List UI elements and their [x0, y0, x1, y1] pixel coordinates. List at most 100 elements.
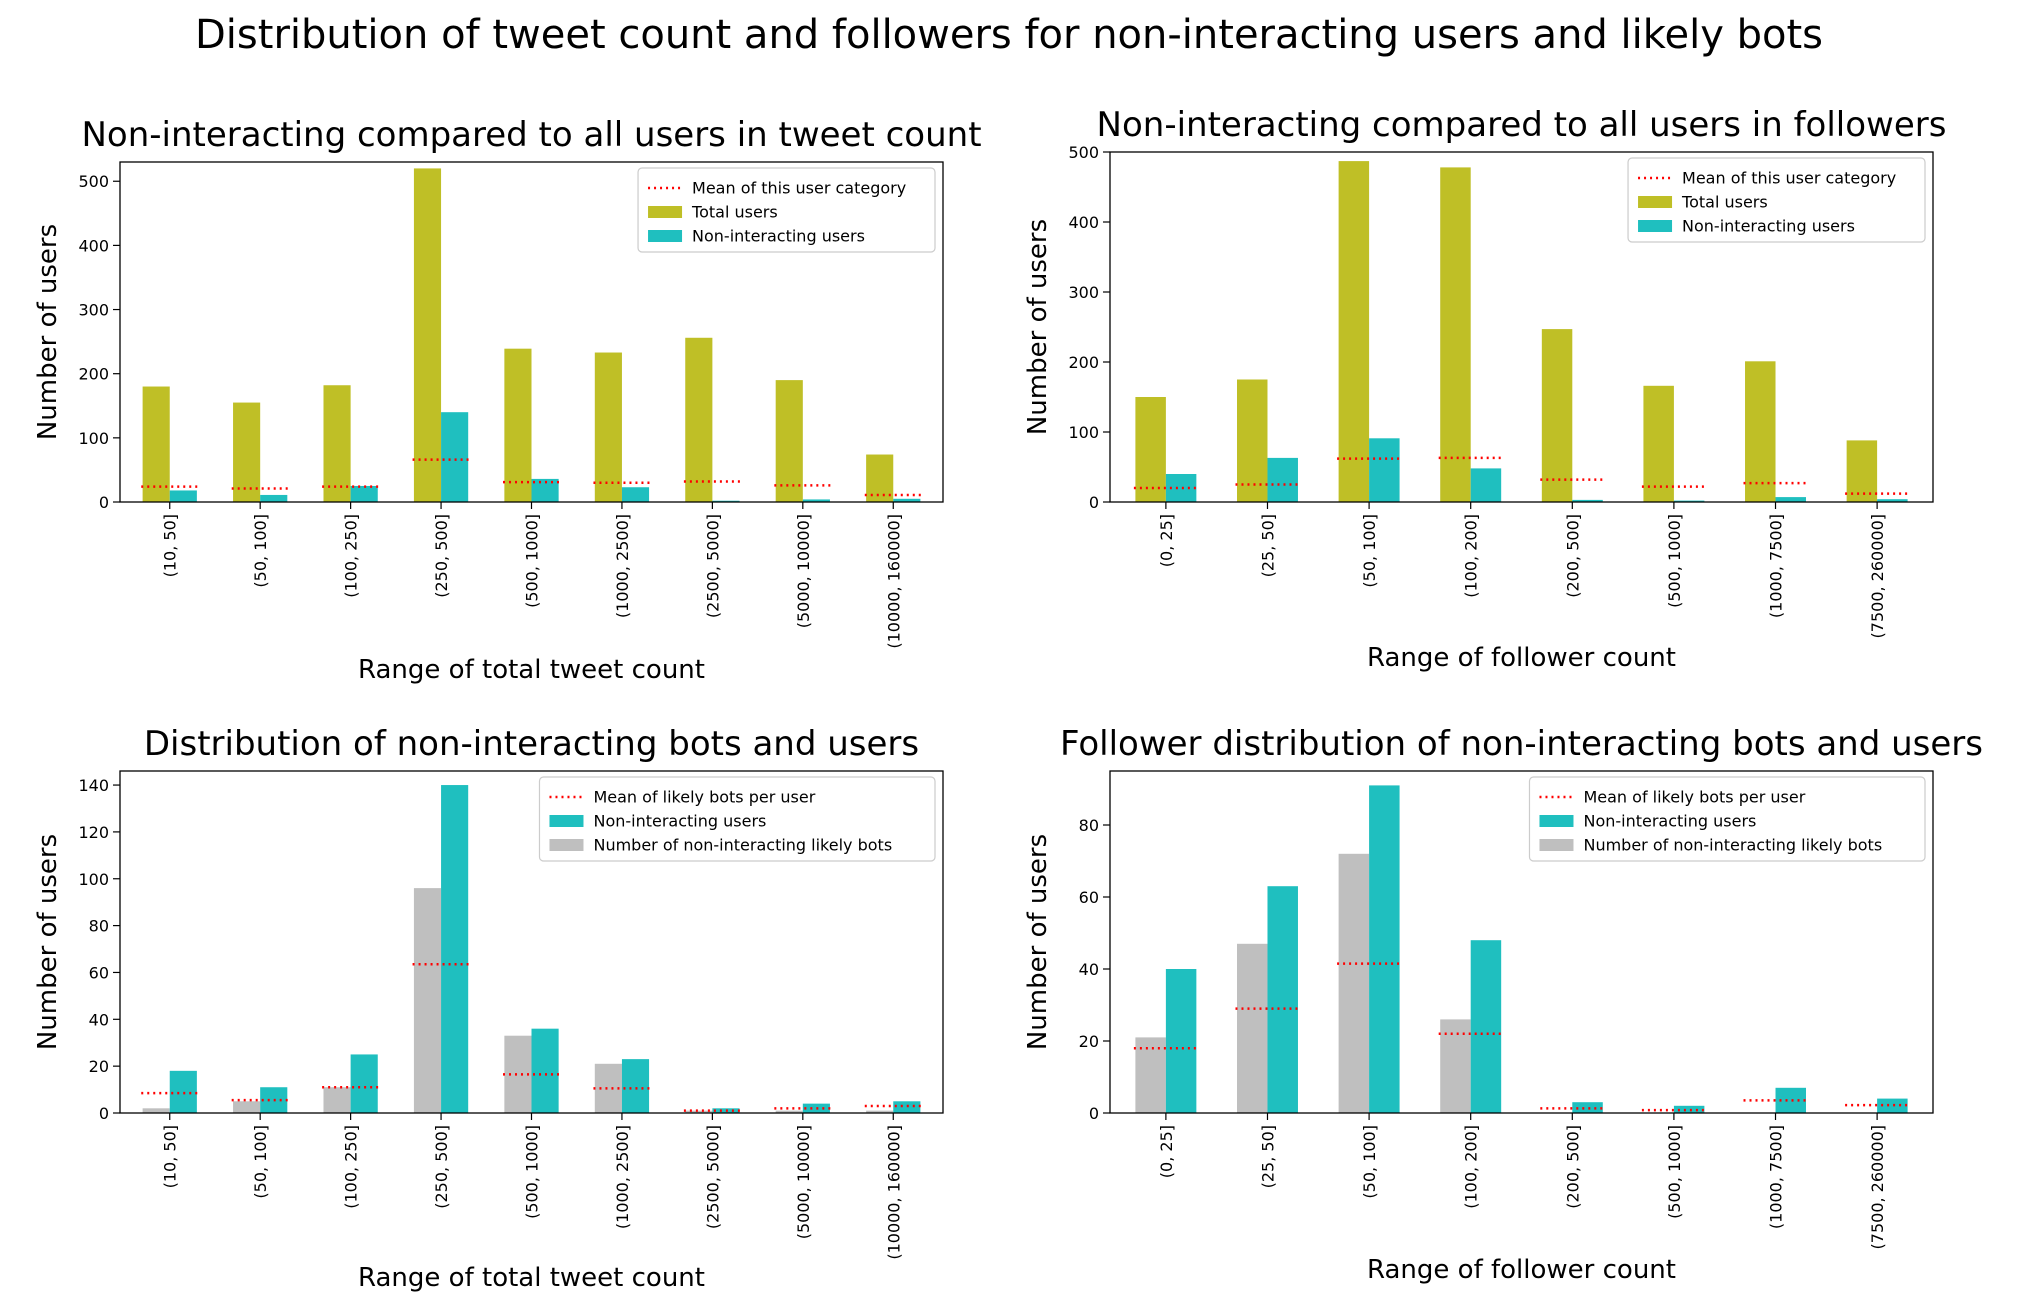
y-tick-label: 140 [78, 776, 109, 795]
y-tick-label: 80 [1079, 816, 1099, 835]
chart-tweet-bots: Distribution of non-interacting bots and… [33, 724, 944, 1293]
x-tick-label: (10, 50] [161, 1125, 180, 1188]
y-tick-label: 400 [1068, 213, 1099, 232]
x-tick-label: (0, 25] [1157, 514, 1176, 567]
legend-label-mean-of-this-user-category: Mean of this user category [692, 179, 906, 198]
bar-total-users-6 [1745, 361, 1776, 502]
chart-followers-bots: Follower distribution of non-interacting… [1023, 724, 1983, 1285]
x-axis-label: Range of follower count [1367, 643, 1676, 673]
bar-non-interacting-users-3 [441, 412, 469, 502]
x-axis-label: Range of total tweet count [358, 655, 705, 685]
x-tick-label: (1000, 2500] [613, 1125, 632, 1229]
x-tick-label: (50, 100] [1360, 1125, 1379, 1199]
legend-label-mean-of-likely-bots-per-user: Mean of likely bots per user [1583, 788, 1805, 807]
bar-non-interacting-users-4 [1572, 1102, 1603, 1113]
plot-frame [1109, 151, 1934, 503]
y-axis-label: Number of users [1023, 834, 1053, 1050]
x-tick-label: (2500, 5000] [703, 1125, 722, 1229]
bar-total-users-1 [233, 402, 261, 502]
x-tick-label: (1000, 2500] [613, 514, 632, 618]
y-tick-label: 20 [89, 1057, 109, 1076]
bar-total-users-7 [1846, 440, 1878, 502]
x-tick-label: (5000, 10000] [794, 514, 813, 628]
bar-non-interacting-users-1 [260, 494, 288, 502]
x-tick-label: (50, 100] [1360, 514, 1379, 588]
legend: Mean of this user category Total users Non… [1627, 157, 1926, 243]
bar-non-interacting-users-2 [350, 1054, 378, 1113]
y-tick-label: 40 [89, 1010, 109, 1029]
x-tick-label: (100, 250] [342, 514, 361, 598]
y-tick-label: 200 [1068, 353, 1099, 372]
bar-non-interacting-users-0 [1165, 969, 1197, 1113]
legend-box [538, 776, 936, 862]
y-tick-label: 300 [1068, 283, 1099, 302]
bar-number-of-non-interacting-likely-bots-5 [594, 1063, 622, 1113]
bar-total-users-0 [142, 386, 170, 502]
legend-box [1528, 776, 1926, 862]
x-axis-label: Range of follower count [1367, 1255, 1676, 1285]
x-tick-label: (0, 25] [1157, 1125, 1176, 1178]
x-tick-label: (7500, 260000] [1868, 1125, 1887, 1249]
x-tick-label: (25, 50] [1258, 1125, 1277, 1188]
x-tick-label: (200, 500] [1563, 514, 1582, 598]
x-tick-label: (200, 500] [1563, 1125, 1582, 1209]
legend-label-non-interacting-users: Non-interacting users [1682, 217, 1855, 236]
y-tick-label: 0 [1089, 493, 1099, 512]
legend-swatch-total-users [648, 206, 683, 218]
legend: Mean of likely bots per user Non-interact… [538, 776, 936, 862]
legend-swatch-number-of-non-interacting-likely-bots [1539, 839, 1574, 851]
legend-swatch-non-interacting-users [1539, 815, 1574, 827]
y-tick-label: 100 [78, 870, 109, 889]
y-tick-label: 500 [1068, 143, 1099, 162]
bar-number-of-non-interacting-likely-bots-6 [685, 1110, 713, 1113]
bar-total-users-4 [1541, 329, 1573, 502]
bar-number-of-non-interacting-likely-bots-2 [323, 1087, 351, 1113]
x-axis-label: Range of total tweet count [358, 1263, 705, 1293]
bar-non-interacting-users-4 [531, 1028, 559, 1113]
y-tick-label: 20 [1079, 1032, 1099, 1051]
bar-non-interacting-users-7 [1877, 1098, 1908, 1113]
bar-number-of-non-interacting-likely-bots-1 [1237, 943, 1268, 1113]
bar-non-interacting-users-6 [1775, 497, 1806, 502]
legend-label-mean-of-this-user-category: Mean of this user category [1682, 169, 1896, 188]
y-tick-label: 60 [89, 963, 109, 982]
y-tick-label: 400 [78, 236, 109, 255]
x-tick-label: (500, 1000] [523, 514, 542, 608]
x-tick-label: (10, 50] [161, 514, 180, 577]
bar-total-users-4 [504, 348, 532, 502]
page-title: Distribution of tweet count and follower… [195, 12, 1823, 58]
bar-number-of-non-interacting-likely-bots-0 [142, 1108, 170, 1113]
y-tick-label: 200 [78, 365, 109, 384]
legend-swatch-non-interacting-users [549, 815, 584, 827]
legend: Mean of likely bots per user Non-interact… [1528, 776, 1926, 862]
bar-non-interacting-users-4 [1572, 499, 1603, 502]
legend-label-non-interacting-users: Non-interacting users [593, 812, 766, 831]
x-tick-label: (10000, 160000] [884, 514, 903, 649]
legend-swatch-non-interacting-users [648, 230, 683, 242]
bar-non-interacting-users-1 [1267, 886, 1298, 1113]
bar-non-interacting-users-4 [531, 478, 559, 502]
legend-label-mean-of-likely-bots-per-user: Mean of likely bots per user [593, 788, 815, 807]
y-axis-label: Number of users [33, 224, 63, 440]
bar-non-interacting-users-3 [1470, 468, 1502, 502]
legend-swatch-non-interacting-users [1638, 220, 1673, 232]
bar-non-interacting-users-5 [1673, 500, 1705, 502]
y-axis-label: Number of users [33, 834, 63, 1050]
bar-total-users-5 [1643, 385, 1674, 502]
plot-frame [1109, 770, 1934, 1114]
bar-non-interacting-users-2 [1369, 785, 1400, 1113]
x-tick-label: (250, 500] [432, 1125, 451, 1209]
x-tick-label: (1000, 7500] [1767, 514, 1786, 618]
legend-swatch-total-users [1638, 196, 1673, 208]
bar-non-interacting-users-8 [893, 498, 921, 502]
legend-label-number-of-non-interacting-likely-bots: Number of non-interacting likely bots [593, 836, 892, 855]
x-tick-label: (500, 1000] [1665, 1125, 1684, 1219]
bar-number-of-non-interacting-likely-bots-0 [1135, 1037, 1166, 1113]
legend-label-total-users: Total users [1681, 193, 1768, 212]
x-tick-label: (2500, 5000] [703, 514, 722, 618]
bar-number-of-non-interacting-likely-bots-2 [1338, 853, 1370, 1113]
legend-box [1627, 157, 1926, 243]
bar-non-interacting-users-7 [1877, 499, 1908, 502]
x-tick-label: (5000, 10000] [794, 1125, 813, 1239]
bar-non-interacting-users-1 [1267, 457, 1298, 502]
